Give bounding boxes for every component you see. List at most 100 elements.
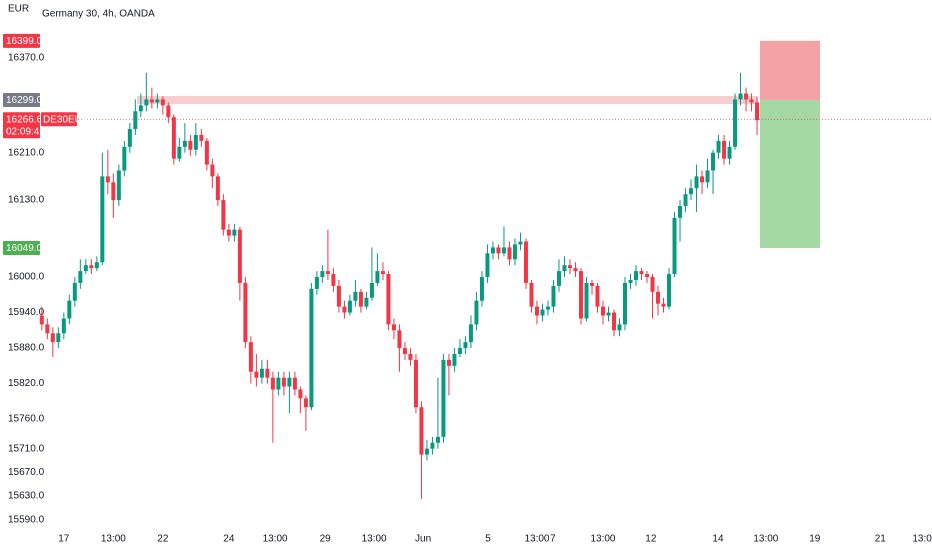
x-tick-label: 7 (550, 534, 556, 545)
stop-zone (760, 40, 820, 101)
candle-body (639, 271, 644, 275)
candle-body (705, 170, 710, 183)
x-tick-label: 13:00 (362, 534, 387, 545)
candle-body (45, 324, 50, 334)
x-tick-label: 14 (712, 534, 724, 545)
candle-body (463, 342, 468, 349)
candle-body (259, 368, 264, 378)
y-tick-label: 16210.0 (8, 147, 45, 158)
x-tick-label: 5 (485, 534, 491, 545)
candle-body (232, 229, 237, 236)
candle-body (50, 333, 55, 343)
y-tick-label: 15760.0 (8, 414, 45, 425)
candle-body (661, 303, 666, 307)
candle-body (457, 348, 462, 354)
y-tick-label: 15710.0 (8, 443, 45, 454)
candle-body (122, 146, 127, 171)
candle-body (578, 271, 583, 319)
candle-body (534, 306, 539, 316)
candle-body (386, 274, 391, 325)
candle-body (694, 176, 699, 189)
candle-body (529, 282, 534, 307)
candle-body (276, 377, 281, 390)
candle-body (402, 348, 407, 354)
x-tick-label: 19 (809, 534, 821, 545)
candle-body (215, 176, 220, 201)
x-tick-label: 21 (875, 534, 887, 545)
x-tick-label: 13:00 (753, 534, 778, 545)
candle-body (623, 282, 628, 325)
candle-body (683, 194, 688, 206)
candle-body (424, 448, 429, 455)
chart-title: Germany 30, 4h, OANDA (42, 9, 155, 20)
candle-body (496, 247, 501, 254)
candle-body (678, 205, 683, 218)
candle-body (105, 176, 110, 183)
candle-body (182, 140, 187, 147)
candle-body (204, 140, 209, 165)
candle-body (56, 333, 61, 343)
candle-body (501, 247, 506, 254)
candle-body (716, 140, 721, 153)
candle-body (419, 407, 424, 455)
x-tick-label: 13:00 (263, 534, 288, 545)
y-tick-label: 15670.0 (8, 467, 45, 478)
y-tick-label: 15590.0 (8, 514, 45, 525)
y-tick-label: 16130.0 (8, 195, 45, 206)
candle-body (155, 99, 160, 103)
resistance-zone (137, 96, 757, 105)
stop-label: 16399.0 (6, 36, 43, 47)
x-tick-label: 22 (157, 534, 169, 545)
candle-body (606, 312, 611, 316)
y-tick-label: 16000.0 (8, 272, 45, 283)
y-tick-label: 15820.0 (8, 378, 45, 389)
candle-body (347, 300, 352, 313)
candle-body (325, 271, 330, 275)
entry-label: 16299.0 (6, 95, 43, 106)
candle-body (567, 265, 572, 269)
y-tick-label: 16370.0 (8, 53, 45, 64)
candle-body (667, 274, 672, 307)
candle-body (61, 318, 66, 334)
candle-body (430, 442, 435, 449)
candle-body (287, 377, 292, 387)
candle-body (336, 285, 341, 307)
candle-body (210, 164, 215, 177)
candle-body (573, 268, 578, 272)
candle-body (645, 274, 650, 278)
candle-body (540, 309, 545, 316)
candle-body (733, 99, 738, 147)
candle-body (248, 342, 253, 372)
candle-body (452, 353, 457, 366)
candle-body (551, 285, 556, 307)
candle-body (111, 182, 116, 201)
candle-body (72, 282, 77, 301)
candle-body (94, 262, 99, 269)
candle-body (435, 436, 440, 443)
candle-body (133, 111, 138, 130)
symbol-bg (41, 112, 77, 127)
candle-body (188, 140, 193, 150)
candle-body (364, 297, 369, 307)
symbol-label: DE30EUR (43, 114, 89, 125)
candle-body (116, 170, 121, 201)
candle-body (446, 359, 451, 366)
candle-body (303, 398, 308, 408)
candle-body (199, 134, 204, 141)
candle-body (700, 176, 705, 183)
candle-body (67, 300, 72, 319)
candle-body (689, 188, 694, 195)
candle-body (562, 265, 567, 272)
candle-body (468, 324, 473, 343)
candle-body (89, 265, 94, 269)
x-tick-label: 12 (645, 534, 657, 545)
candle-body (749, 99, 754, 103)
candle-body (320, 271, 325, 278)
candle-body (39, 315, 44, 325)
candle-body (78, 271, 83, 283)
candle-body (738, 93, 743, 100)
candle-body (166, 105, 171, 118)
last-price-bg (3, 112, 40, 139)
candle-body (490, 247, 495, 254)
